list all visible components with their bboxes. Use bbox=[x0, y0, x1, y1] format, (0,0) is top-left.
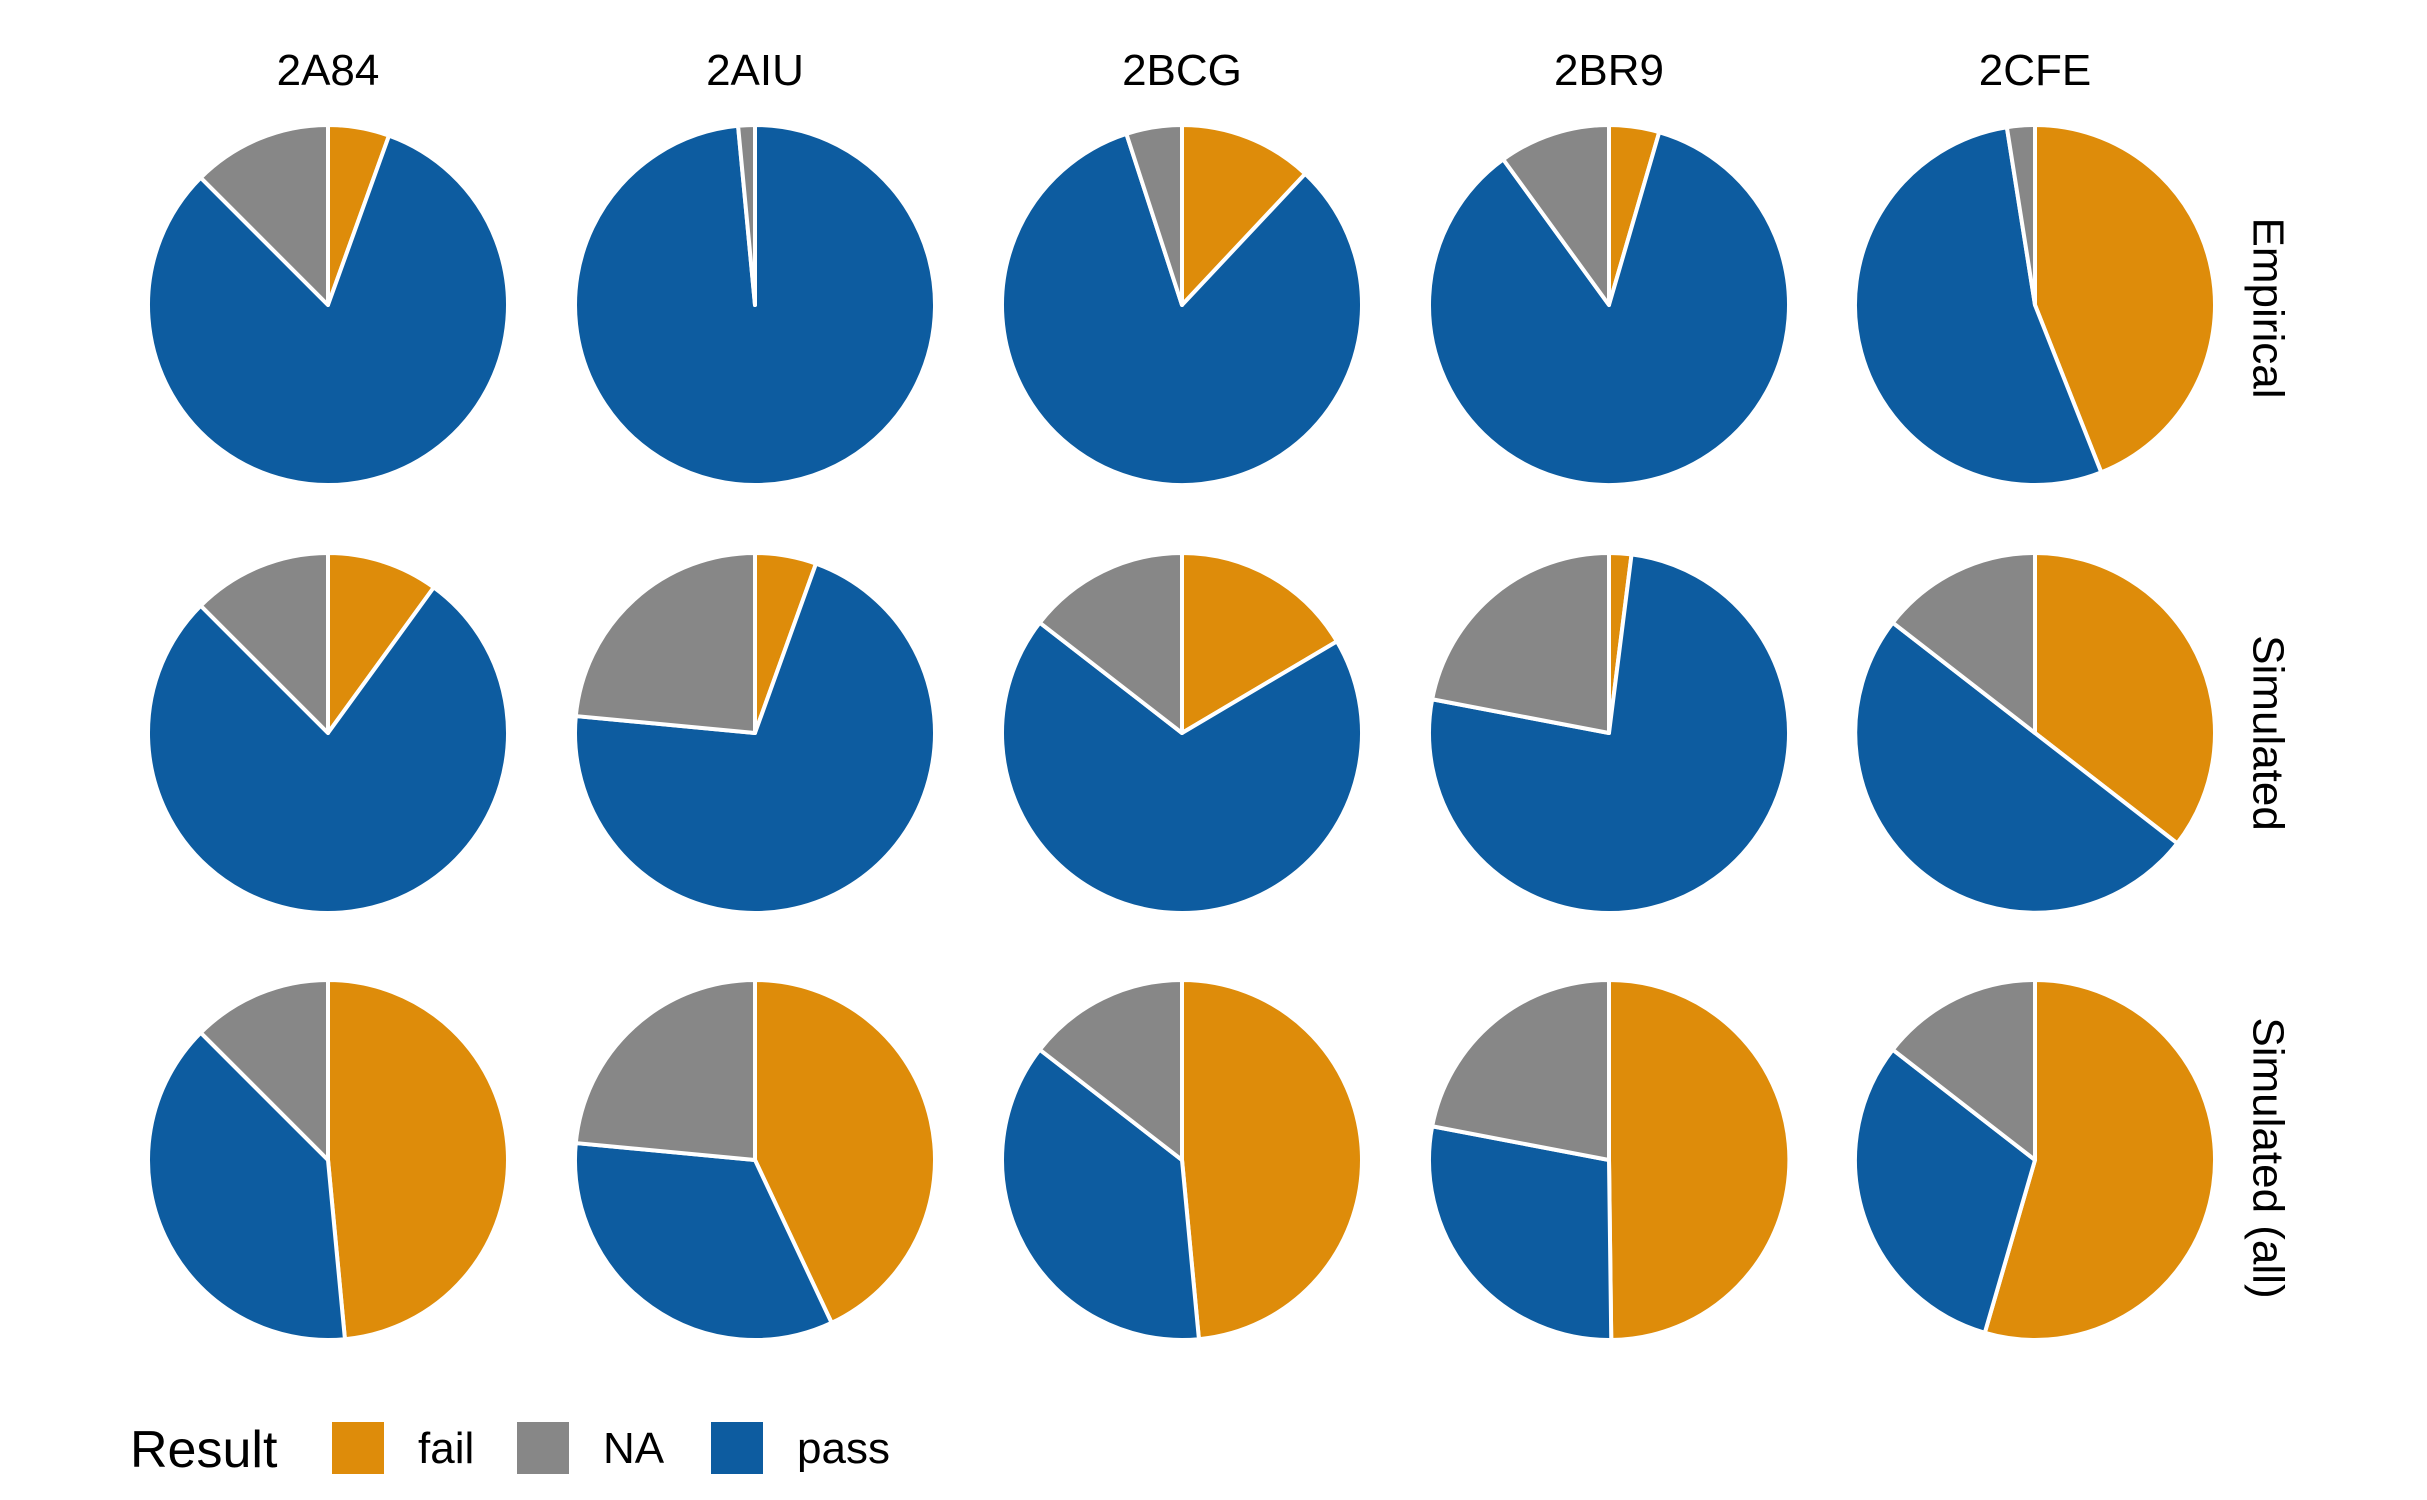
pie-slice-na bbox=[1430, 551, 1611, 735]
column-labels: 2A84 2AIU 2BCG 2BR9 2CFE bbox=[277, 46, 2092, 95]
column-label-2AIU: 2AIU bbox=[706, 46, 804, 95]
pie-slice-na bbox=[1501, 123, 1611, 307]
legend: Result fail NA pass bbox=[130, 1421, 890, 1479]
pie-slice-na bbox=[573, 978, 757, 1162]
column-label-2CFE: 2CFE bbox=[1979, 46, 2091, 95]
pie-slice-pass bbox=[1427, 1124, 1614, 1342]
pie-slice-pass bbox=[146, 133, 510, 487]
pie-slice-pass bbox=[1000, 620, 1364, 916]
pie-slice-na bbox=[1037, 551, 1184, 735]
pie-empirical-2br9 bbox=[1427, 123, 1791, 487]
legend-label-pass: pass bbox=[797, 1424, 890, 1473]
pie-empirical-2a84 bbox=[146, 123, 510, 487]
pie-slice-fail bbox=[1180, 123, 1308, 307]
pie-slice-pass bbox=[146, 1030, 347, 1342]
pie-slice-na bbox=[2004, 123, 2037, 307]
pie-slice-na bbox=[1124, 123, 1184, 307]
column-label-2BCG: 2BCG bbox=[1122, 46, 1242, 95]
pie-slice-fail bbox=[1982, 978, 2217, 1342]
pie-simulated-all-2cfe bbox=[1853, 978, 2217, 1342]
pie-slice-fail bbox=[326, 551, 436, 735]
pie-slice-na bbox=[1890, 551, 2037, 735]
pie-slice-pass bbox=[573, 561, 937, 915]
row-label-simulated: Simulated bbox=[2244, 635, 2293, 831]
pie-slice-pass bbox=[1427, 130, 1791, 487]
row-label-empirical: Empirical bbox=[2244, 218, 2293, 399]
row-label-simulated-all: Simulated (all) bbox=[2244, 1017, 2293, 1298]
pie-slice-na bbox=[1890, 978, 2037, 1162]
pie-simulated-all-2a84 bbox=[146, 978, 510, 1342]
pie-simulated-all-2aiu bbox=[573, 978, 937, 1342]
legend-label-na: NA bbox=[603, 1424, 665, 1473]
pie-simulated-2a84 bbox=[146, 551, 510, 915]
pie-slice-na bbox=[573, 551, 757, 735]
pie-slice-fail bbox=[326, 978, 510, 1342]
pie-empirical-2bcg bbox=[1000, 123, 1364, 487]
pie-slice-na bbox=[198, 978, 330, 1162]
pie-panels bbox=[146, 123, 2217, 1342]
pie-slice-pass bbox=[1000, 1047, 1201, 1342]
legend-key-pass bbox=[711, 1422, 763, 1474]
pie-slice-fail bbox=[1180, 978, 1364, 1342]
column-label-2A84: 2A84 bbox=[277, 46, 380, 95]
pie-slice-fail bbox=[1607, 977, 1792, 1342]
legend-label-fail: fail bbox=[418, 1424, 474, 1473]
pie-slice-fail bbox=[2033, 551, 2217, 846]
pie-simulated-all-2br9 bbox=[1427, 977, 1792, 1342]
pie-simulated-2aiu bbox=[573, 551, 937, 915]
pie-slice-na bbox=[1430, 978, 1611, 1162]
pie-slice-pass bbox=[573, 1141, 834, 1342]
pie-slice-pass bbox=[146, 585, 510, 915]
pie-slice-pass bbox=[1853, 1047, 2037, 1335]
pie-empirical-2cfe bbox=[1852, 123, 2217, 487]
pie-simulated-2br9 bbox=[1427, 551, 1791, 915]
column-label-2BR9: 2BR9 bbox=[1554, 46, 1664, 95]
pie-slice-pass bbox=[1852, 125, 2104, 487]
legend-title: Result bbox=[130, 1421, 278, 1479]
pie-slice-fail bbox=[753, 978, 937, 1325]
pie-slice-na bbox=[198, 123, 330, 307]
pie-slice-na bbox=[736, 123, 757, 307]
pie-slice-na bbox=[198, 551, 330, 735]
pie-simulated-all-2bcg bbox=[1000, 978, 1364, 1342]
pie-empirical-2aiu bbox=[573, 123, 937, 487]
legend-key-na bbox=[517, 1422, 569, 1474]
row-labels: Empirical Simulated Simulated (all) bbox=[2244, 218, 2293, 1299]
pie-slice-fail bbox=[1180, 551, 1339, 735]
pie-slice-pass bbox=[1853, 620, 2180, 915]
pie-simulated-2cfe bbox=[1853, 551, 2217, 915]
pie-slice-na bbox=[1037, 978, 1184, 1162]
pie-slice-pass bbox=[1000, 131, 1364, 487]
pie-simulated-2bcg bbox=[1000, 551, 1364, 916]
pie-slice-fail bbox=[2033, 123, 2217, 475]
legend-key-fail bbox=[332, 1422, 384, 1474]
